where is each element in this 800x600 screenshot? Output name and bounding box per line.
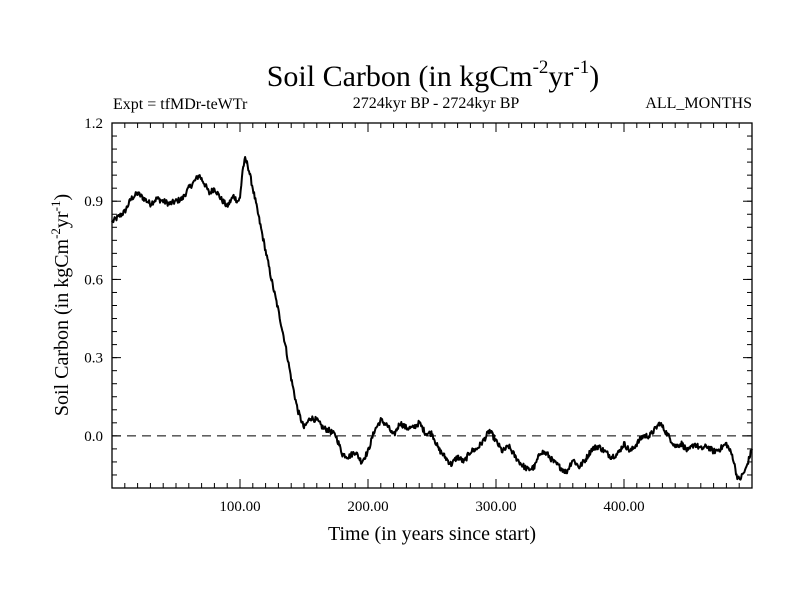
chart-title-end: ) [589, 60, 599, 93]
y-axis-label: Soil Carbon (in kgCm-2yr-1) [48, 194, 73, 416]
soil-carbon-series-line [111, 156, 753, 481]
chart-title: Soil Carbon (in kgCm-2yr-1) [267, 57, 600, 93]
chart-title-sup-2: -1 [573, 57, 589, 78]
chart-title-main: Soil Carbon (in kgCm [267, 60, 533, 93]
y-tick-label: 0.3 [84, 351, 103, 367]
y-tick-label: 0.6 [84, 272, 103, 288]
chart-title-mid: yr [548, 60, 573, 93]
x-axis-label: Time (in years since start) [328, 523, 536, 545]
axis-tick-labels: 0.0 0.3 0.6 0.9 1.2 100.00 200.00 300.00 400.00 [84, 116, 644, 515]
y-tick-label: 0.9 [84, 194, 103, 210]
x-tick-label: 300.00 [475, 499, 516, 515]
y-tick-label: 0.0 [84, 429, 103, 445]
chart-title-sup-1: -2 [533, 57, 549, 78]
axis-ticks [111, 122, 753, 489]
y-axis-label-sup-2: -1 [48, 201, 63, 212]
y-axis-label-mid: yr [51, 211, 73, 228]
x-tick-label: 200.00 [347, 499, 388, 515]
y-axis-label-sup-1: -2 [48, 228, 63, 239]
months-label: ALL_MONTHS [645, 95, 752, 112]
y-axis-label-end: ) [51, 194, 73, 201]
experiment-label: Expt = tfMDr-teWTr [113, 96, 248, 113]
x-tick-label: 400.00 [603, 499, 644, 515]
y-axis-label-main: Soil Carbon (in kgCm [51, 238, 73, 416]
period-label: 2724kyr BP - 2724kyr BP [353, 95, 520, 112]
x-tick-label: 100.00 [219, 499, 260, 515]
y-tick-label: 1.2 [84, 116, 103, 132]
